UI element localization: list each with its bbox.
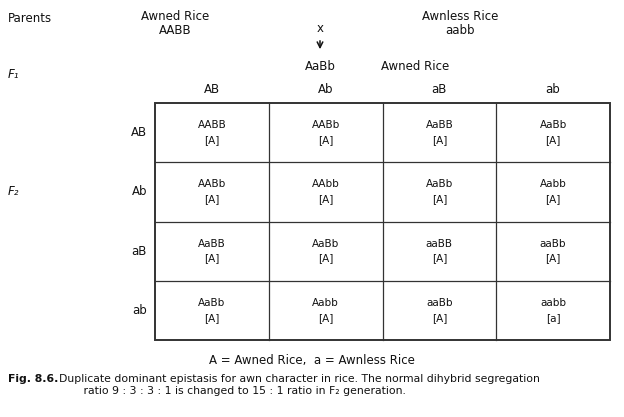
Text: F₁: F₁ <box>8 68 19 81</box>
Text: AB: AB <box>204 83 220 96</box>
Text: AABb
[A]: AABb [A] <box>198 179 226 204</box>
Text: AaBb
[A]: AaBb [A] <box>540 120 567 145</box>
Text: AABB
[A]: AABB [A] <box>198 120 227 145</box>
Text: AaBB
[A]: AaBB [A] <box>198 239 226 264</box>
Text: AABB: AABB <box>158 24 192 37</box>
Text: AAbb
[A]: AAbb [A] <box>312 179 339 204</box>
Text: Awnless Rice: Awnless Rice <box>422 10 498 23</box>
Text: aabb: aabb <box>446 24 475 37</box>
Text: AB: AB <box>131 126 147 139</box>
Text: aaBb
[A]: aaBb [A] <box>426 298 452 323</box>
Text: AABb
[A]: AABb [A] <box>311 120 339 145</box>
Text: Aabb
[A]: Aabb [A] <box>540 179 567 204</box>
Text: x: x <box>316 22 323 35</box>
Text: AaBb
[A]: AaBb [A] <box>198 298 225 323</box>
Text: AaBb: AaBb <box>305 60 336 73</box>
Text: Fig. 8.6.: Fig. 8.6. <box>8 374 59 384</box>
Text: F₂: F₂ <box>8 186 19 198</box>
Text: Parents: Parents <box>8 12 52 25</box>
Text: Ab: Ab <box>132 186 147 198</box>
Text: aB: aB <box>432 83 447 96</box>
Text: aB: aB <box>132 245 147 258</box>
Text: AaBB
[A]: AaBB [A] <box>426 120 453 145</box>
Text: ab: ab <box>546 83 560 96</box>
Text: Ab: Ab <box>318 83 333 96</box>
Text: Aabb
[A]: Aabb [A] <box>312 298 339 323</box>
Text: aaBB
[A]: aaBB [A] <box>426 239 453 264</box>
Text: aaBb
[A]: aaBb [A] <box>540 239 567 264</box>
Text: Duplicate dominant epistasis for awn character in rice. The normal dihybrid segr: Duplicate dominant epistasis for awn cha… <box>52 374 540 396</box>
Text: A = Awned Rice,  a = Awnless Rice: A = Awned Rice, a = Awnless Rice <box>209 354 415 367</box>
Text: AaBb
[A]: AaBb [A] <box>426 179 453 204</box>
Text: Awned Rice: Awned Rice <box>381 60 449 73</box>
Text: Awned Rice: Awned Rice <box>141 10 209 23</box>
Bar <box>155 103 610 340</box>
Text: aabb
[a]: aabb [a] <box>540 298 566 323</box>
Text: AaBb
[A]: AaBb [A] <box>312 239 339 264</box>
Text: ab: ab <box>132 304 147 317</box>
